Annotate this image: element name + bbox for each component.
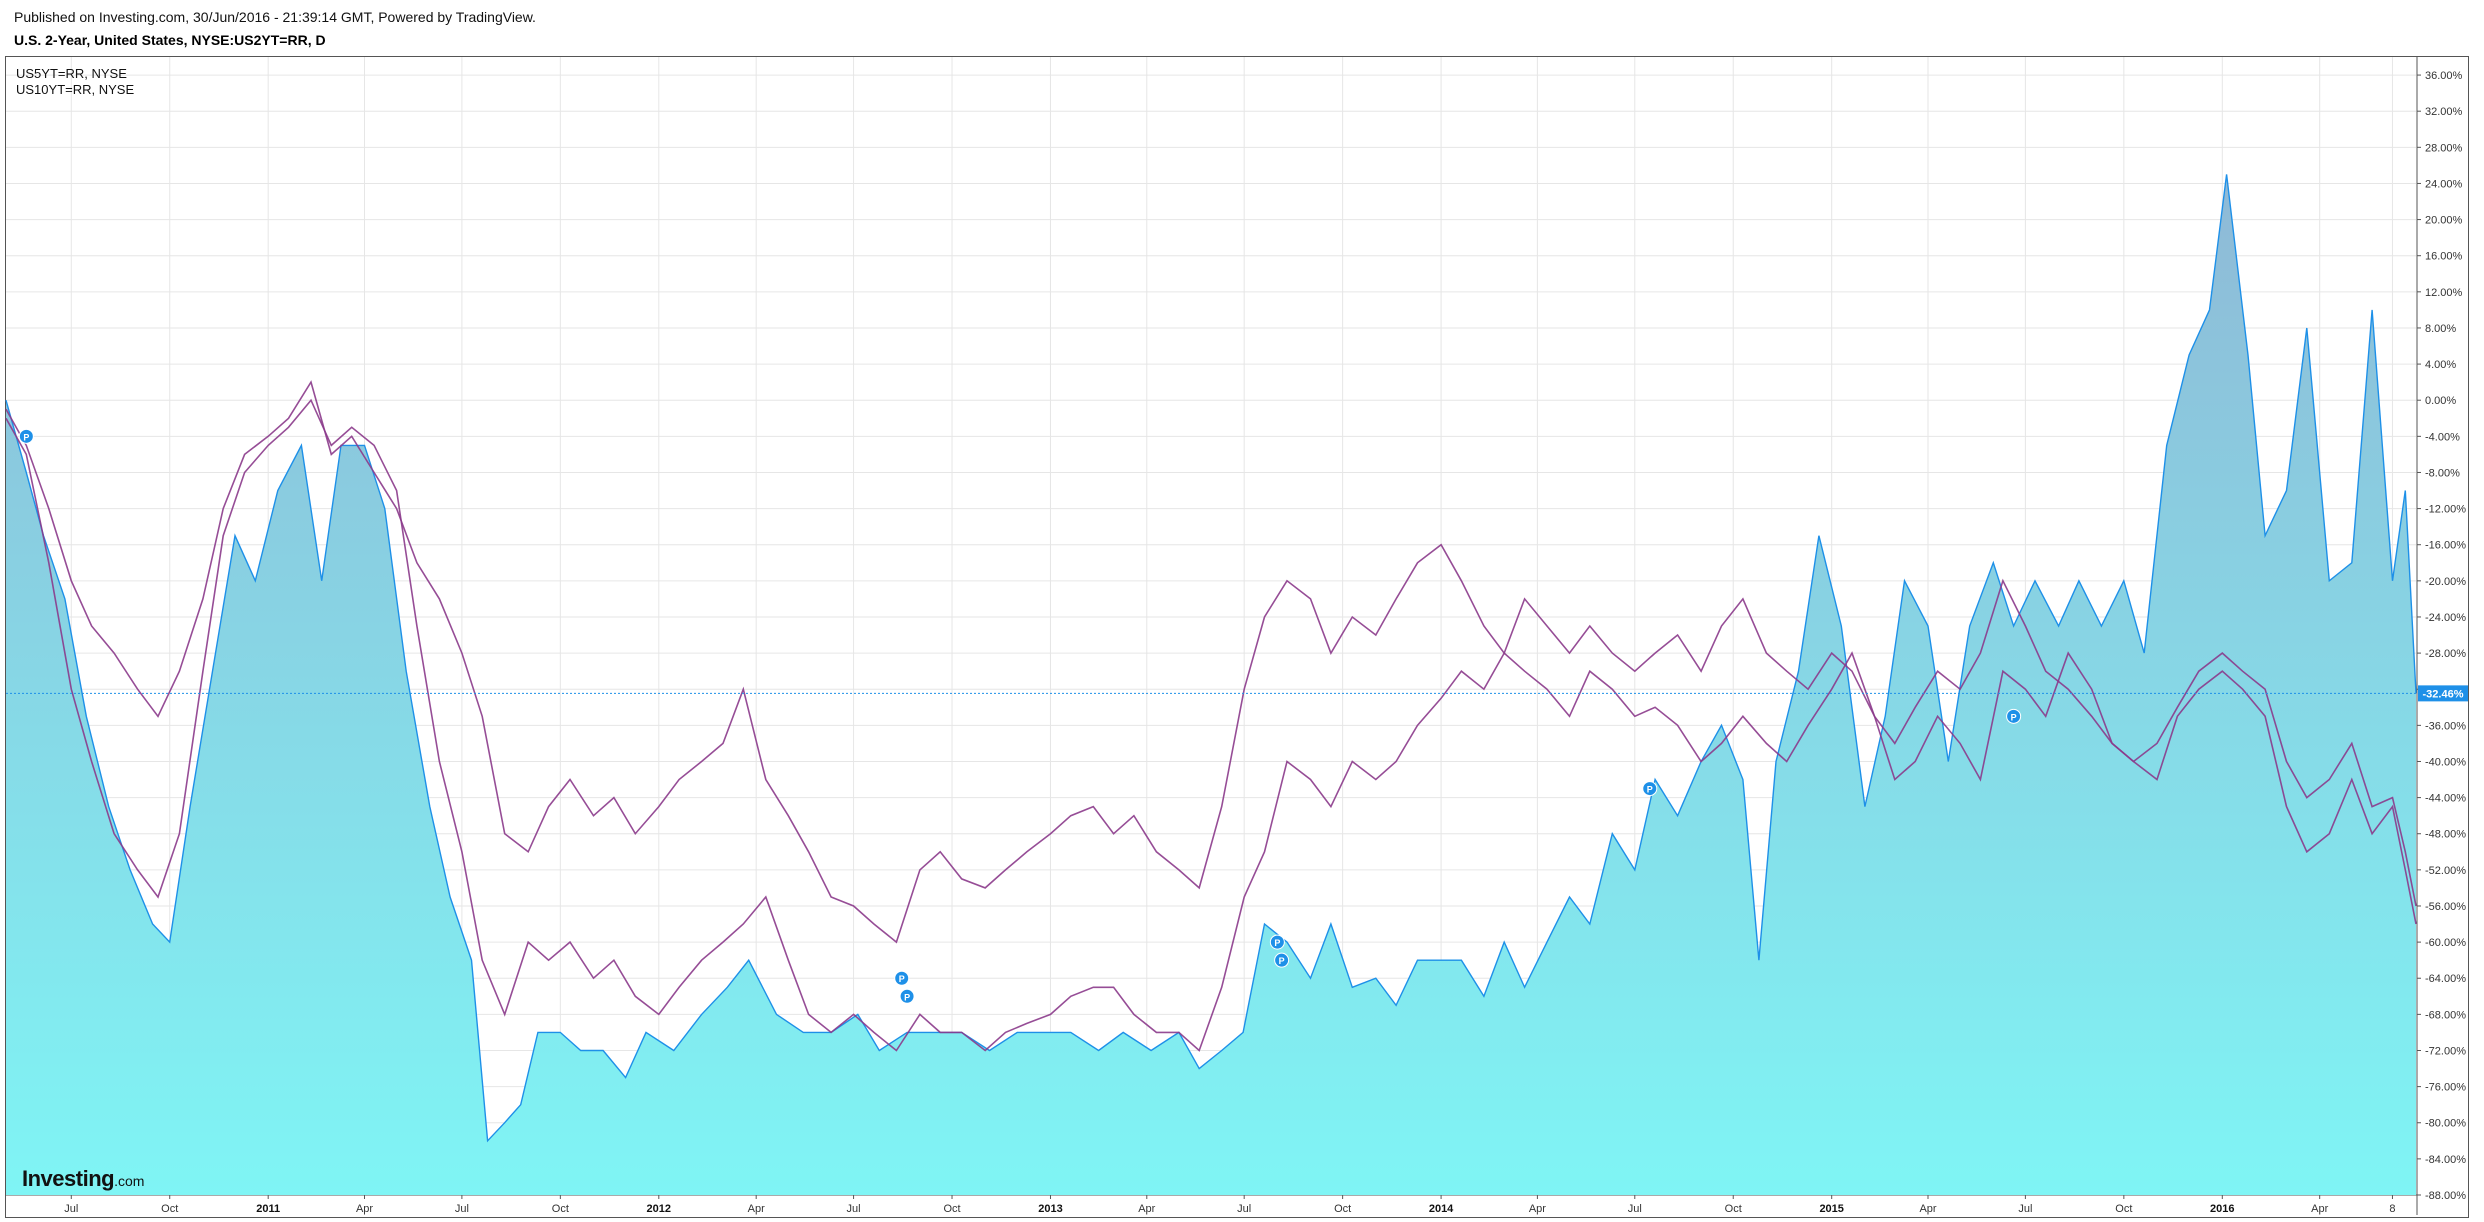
logo-brand: Investing <box>22 1166 115 1191</box>
x-tick-label: Apr <box>356 1203 373 1215</box>
pin-p-icon[interactable] <box>1269 934 1285 950</box>
x-tick-label: Apr <box>2311 1203 2328 1215</box>
pin-p-icon[interactable] <box>1642 781 1658 797</box>
legend-item-us10yt: US10YT=RR, NYSE <box>16 82 135 97</box>
x-tick-label: Oct <box>161 1203 178 1215</box>
pin-p-icon[interactable] <box>899 988 915 1004</box>
y-tick-label: 16.00% <box>2425 251 2463 263</box>
x-tick-label: 2014 <box>1429 1203 1454 1215</box>
y-tick-label: 0.00% <box>2425 395 2456 407</box>
pin-p-icon-glyph: P <box>2011 712 2017 722</box>
y-tick-label: 36.00% <box>2425 70 2463 82</box>
pin-p-icon-glyph: P <box>1279 956 1285 966</box>
y-tick-label: -16.00% <box>2425 540 2466 552</box>
y-tick-label: -20.00% <box>2425 576 2466 588</box>
x-tick-label: 2012 <box>647 1203 671 1215</box>
logo-suffix: .com <box>114 1173 145 1189</box>
x-tick-label: Oct <box>943 1203 960 1215</box>
y-tick-label: -12.00% <box>2425 504 2466 516</box>
pin-p-icon[interactable] <box>1274 952 1290 968</box>
y-tick-label: -28.00% <box>2425 648 2466 660</box>
x-tick-label: Oct <box>1725 1203 1742 1215</box>
x-tick-label: Apr <box>1919 1203 1936 1215</box>
pin-p-icon[interactable] <box>2006 708 2022 724</box>
pin-p-icon-glyph: P <box>1274 938 1280 948</box>
series-line-us5yt <box>5 398 2417 1052</box>
x-tick-label: 2016 <box>2210 1203 2234 1215</box>
x-tick-label: Jul <box>1628 1203 1642 1215</box>
pin-p-icon-glyph: P <box>899 974 905 984</box>
series-line-us10yt <box>5 380 2417 944</box>
y-tick-label: -4.00% <box>2425 431 2460 443</box>
pin-p-icon-glyph: P <box>1647 785 1653 795</box>
pin-p-icon[interactable] <box>894 970 910 986</box>
series-line-us2yt <box>5 174 2417 1143</box>
x-tick-label: 2015 <box>1819 1203 1843 1215</box>
y-tick-label: 12.00% <box>2425 287 2463 299</box>
y-tick-label: 32.00% <box>2425 106 2463 118</box>
chart-title: U.S. 2-Year, United States, NYSE:US2YT=R… <box>14 32 326 48</box>
y-tick-label: -52.00% <box>2425 865 2466 877</box>
chart-frame[interactable] <box>5 56 2469 1218</box>
x-tick-label: Jul <box>1237 1203 1251 1215</box>
y-tick-label: 28.00% <box>2425 142 2463 154</box>
x-tick-label: Jul <box>847 1203 861 1215</box>
y-tick-label: -72.00% <box>2425 1045 2466 1057</box>
x-tick-label: Oct <box>552 1203 569 1215</box>
y-tick-label: 8.00% <box>2425 323 2456 335</box>
x-tick-label: Jul <box>455 1203 469 1215</box>
y-tick-label: -24.00% <box>2425 612 2466 624</box>
y-tick-label: -68.00% <box>2425 1009 2466 1021</box>
y-tick-label: -40.00% <box>2425 756 2466 768</box>
y-tick-label: 4.00% <box>2425 359 2456 371</box>
last-value-label: -32.46% <box>2423 688 2464 700</box>
y-tick-label: -64.00% <box>2425 973 2466 985</box>
x-tick-label: Jul <box>64 1203 78 1215</box>
y-tick-label: -84.00% <box>2425 1154 2466 1166</box>
x-tick-label: Apr <box>748 1203 765 1215</box>
legend-item-us5yt: US5YT=RR, NYSE <box>16 66 127 81</box>
y-tick-label: -8.00% <box>2425 467 2460 479</box>
pin-p-icon-glyph: P <box>23 432 29 442</box>
pin-p-icon[interactable] <box>18 428 34 444</box>
series-area-us2yt <box>6 174 2416 1195</box>
x-tick-label: 8 <box>2389 1203 2395 1215</box>
y-tick-label: -56.00% <box>2425 901 2466 913</box>
y-tick-label: 24.00% <box>2425 178 2463 190</box>
y-tick-label: 20.00% <box>2425 215 2463 227</box>
x-tick-label: 2013 <box>1038 1203 1062 1215</box>
legend: US5YT=RR, NYSE US10YT=RR, NYSE <box>16 66 134 98</box>
published-line: Published on Investing.com, 30/Jun/2016 … <box>14 9 536 25</box>
y-tick-label: -48.00% <box>2425 829 2466 841</box>
x-tick-label: Oct <box>1334 1203 1351 1215</box>
x-tick-label: Apr <box>1138 1203 1155 1215</box>
y-tick-label: -60.00% <box>2425 937 2466 949</box>
y-tick-label: -80.00% <box>2425 1118 2466 1130</box>
investing-logo[interactable]: Investing.com <box>22 1166 144 1192</box>
y-tick-label: -76.00% <box>2425 1082 2466 1094</box>
pin-p-icon-glyph: P <box>904 992 910 1002</box>
x-tick-label: Jul <box>2018 1203 2032 1215</box>
x-tick-label: Apr <box>1529 1203 1546 1215</box>
x-tick-label: Oct <box>2115 1203 2132 1215</box>
y-tick-label: -88.00% <box>2425 1190 2466 1202</box>
y-tick-label: -36.00% <box>2425 720 2466 732</box>
last-value-badge <box>2418 685 2468 702</box>
x-tick-label: 2011 <box>256 1203 280 1215</box>
y-tick-label: -44.00% <box>2425 793 2466 805</box>
